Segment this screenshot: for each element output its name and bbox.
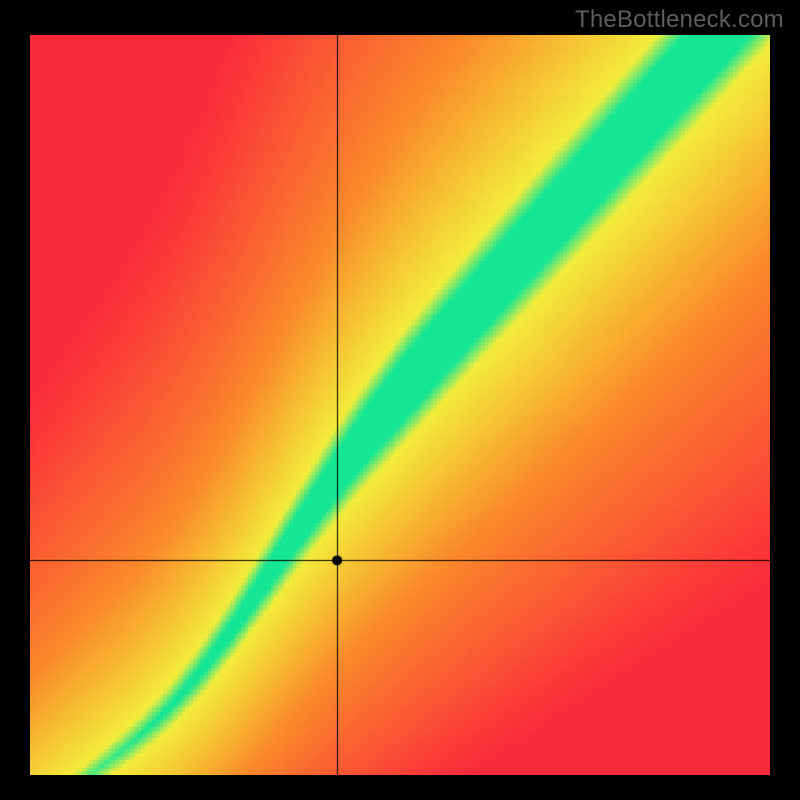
watermark-text: TheBottleneck.com (575, 6, 784, 34)
bottleneck-heatmap (30, 35, 770, 775)
chart-container: { "canvas": { "width": 800, "height": 80… (0, 0, 800, 800)
